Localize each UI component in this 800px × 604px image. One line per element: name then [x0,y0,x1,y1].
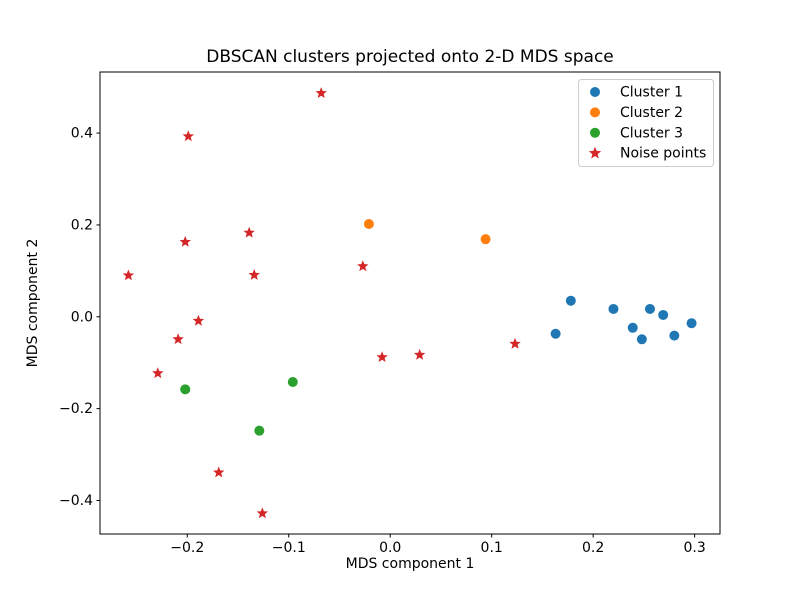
legend-item: Cluster 3 [590,125,683,141]
legend-label: Cluster 2 [620,105,683,121]
y-tick-label: 0.0 [71,309,93,325]
y-tick-label: 0.2 [71,217,93,233]
data-point-circle [565,295,576,306]
y-axis-ticks: −0.4 −0.2 0.0 0.2 0.4 [59,126,100,509]
x-tick-label: 0.0 [379,540,401,556]
x-tick-label: 0.1 [481,540,503,556]
legend-marker-star [588,146,602,159]
y-axis-label: MDS component 2 [25,239,41,368]
plot-area: −0.2 −0.1 0.0 0.1 0.2 0.3 −0.4 −0.2 0.0 0.2 0.4 [59,71,721,556]
data-point-circle [644,303,655,314]
legend: Cluster 1 Cluster 2 Cluster 3 Noise points [578,79,714,167]
data-point-star [315,87,327,98]
data-point-circle [608,303,619,314]
data-point-circle [658,309,669,320]
data-point-circle [254,425,265,436]
data-point-circle [180,384,191,395]
data-point-star [152,367,164,379]
data-point-star [182,130,194,142]
x-tick-label: 0.3 [683,540,705,556]
y-tick-label: −0.4 [59,493,93,509]
legend-item: Cluster 2 [590,105,683,121]
x-tick-label: −0.1 [272,540,306,556]
data-point-star [256,507,269,519]
data-point-star [248,268,260,280]
legend-label: Cluster 1 [620,85,683,101]
data-point-circle [550,328,561,339]
data-point-circle [686,318,697,329]
data-point-star [509,337,521,349]
data-point-circle [287,376,298,387]
data-point-star [243,226,255,238]
x-tick-label: 0.2 [582,540,604,556]
x-tick-label: −0.2 [170,540,204,556]
data-point-star [357,260,369,272]
series-layer [122,87,697,519]
legend-marker-circle [590,107,600,118]
data-point-circle [636,334,647,345]
legend-marker-circle [590,127,600,138]
data-point-star [122,269,135,281]
data-point-star [376,351,388,363]
data-point-star [172,333,184,345]
y-tick-label: −0.2 [59,401,93,417]
chart-title: DBSCAN clusters projected onto 2-D MDS s… [206,47,614,67]
legend-marker-circle [590,87,600,97]
legend-box [578,79,714,167]
data-point-star [413,348,426,360]
y-tick-label: 0.4 [71,126,93,142]
axes-spines [99,71,721,535]
x-axis-ticks: −0.2 −0.1 0.0 0.1 0.2 0.3 [170,534,706,556]
data-point-star [213,466,225,478]
data-point-star [179,235,191,247]
data-point-circle [480,234,491,245]
x-axis-label: MDS component 1 [346,556,475,572]
legend-label: Noise points [620,146,706,162]
data-point-circle [669,330,680,341]
legend-item: Noise points [588,146,706,162]
legend-label: Cluster 3 [620,125,683,141]
data-point-circle [363,219,374,230]
data-point-circle [627,322,638,333]
data-point-star [192,314,205,326]
legend-item: Cluster 1 [590,85,683,101]
